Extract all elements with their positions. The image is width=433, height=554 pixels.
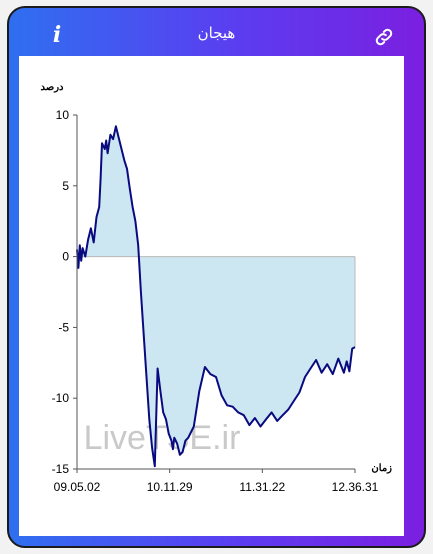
y-tick-label: 5	[62, 179, 69, 193]
series-line	[76, 125, 356, 468]
area-chart: درصد زمان LiveTSE.ir 10 5 0 -5 -10 -15 09.05.0…	[40, 82, 392, 494]
chart-panel: درصد زمان LiveTSE.ir 10 5 0 -5 -10 -15 09.05.0…	[19, 56, 404, 536]
y-tick-label: 10	[56, 108, 70, 122]
link-icon[interactable]	[373, 26, 395, 48]
y-tick-label: -15	[52, 462, 70, 476]
page-title: هیجان	[197, 24, 236, 42]
title-bar: i هیجان	[9, 8, 424, 58]
watermark: LiveTSE.ir	[84, 419, 241, 457]
x-axis-label: زمان	[371, 463, 392, 474]
y-tick-label: 0	[62, 250, 69, 264]
y-tick-label: -10	[52, 391, 70, 405]
x-tick-label: 11.31.22	[239, 480, 285, 494]
y-tick-label: -5	[58, 320, 69, 334]
x-tick-label: 12.36.31	[332, 480, 379, 494]
x-tick-label: 09.05.02	[54, 480, 101, 494]
info-icon[interactable]: i	[52, 22, 62, 48]
y-axis-label: درصد	[40, 82, 64, 93]
area-fill	[77, 126, 355, 467]
x-tick-label: 10.11.29	[147, 480, 193, 494]
